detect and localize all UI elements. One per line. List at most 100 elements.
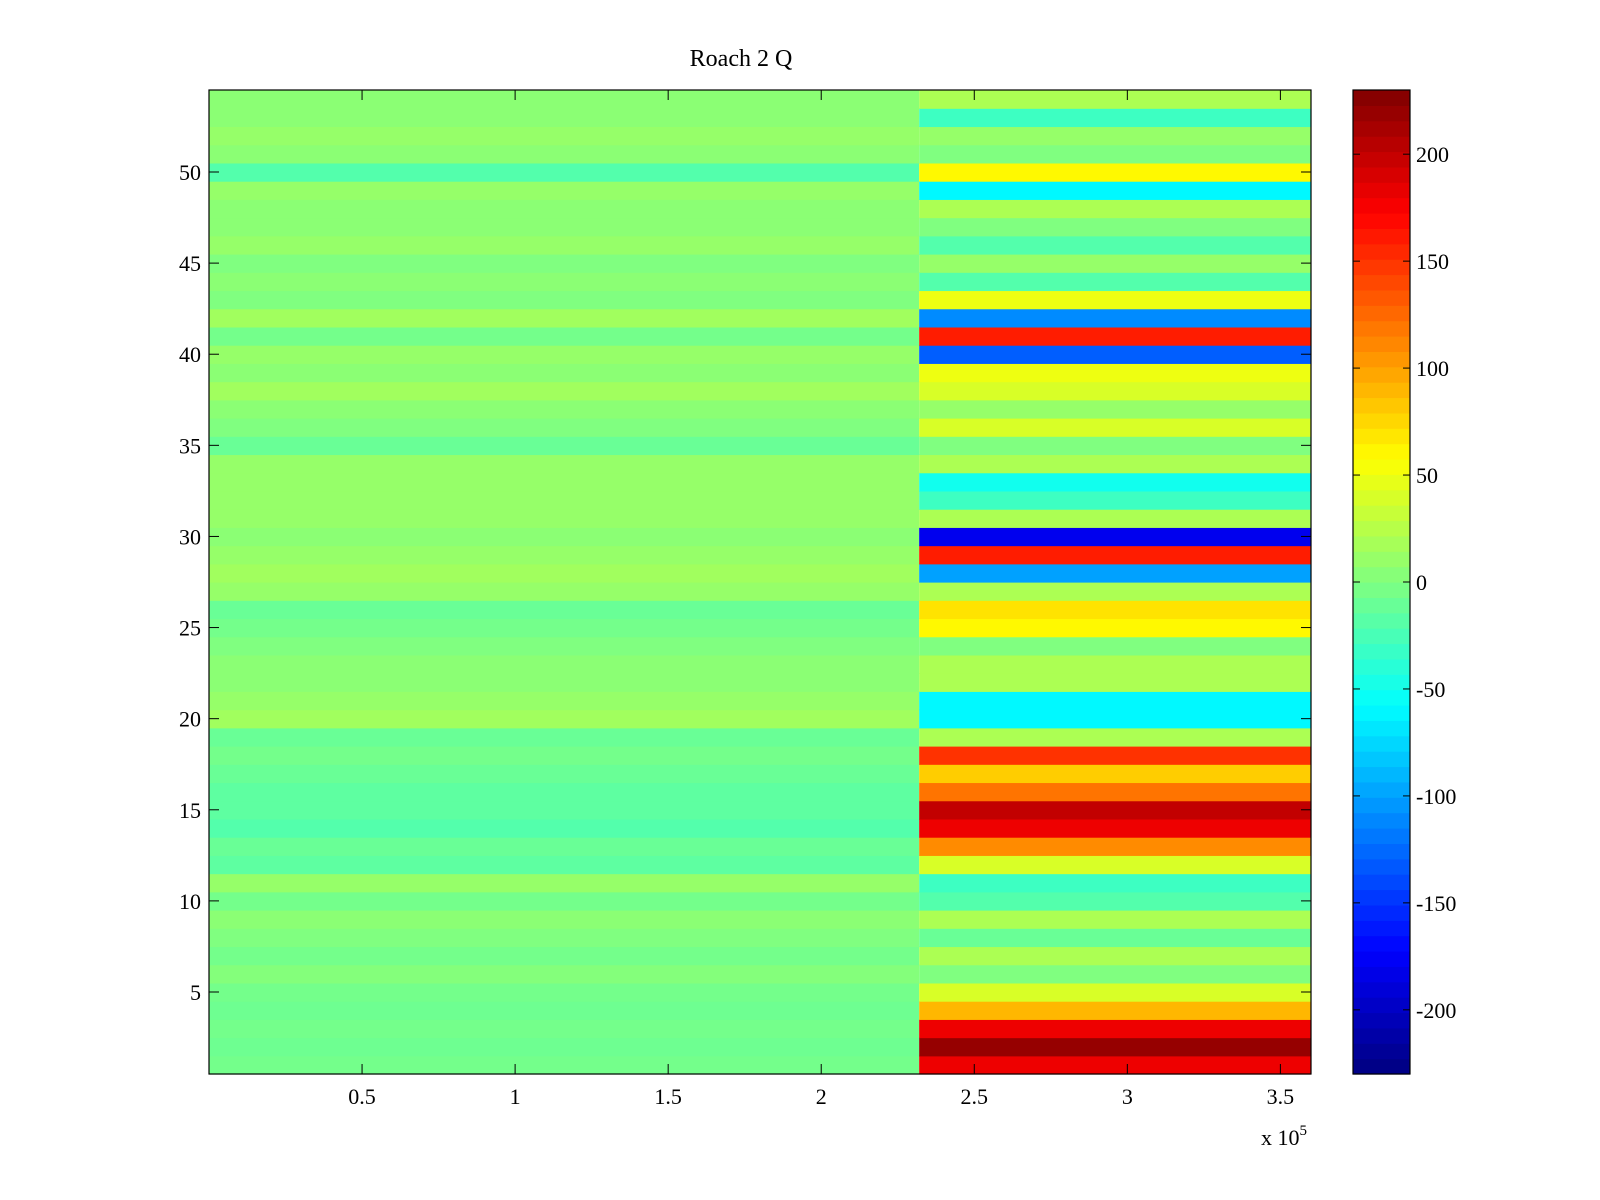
heatmap-cell: [919, 436, 1311, 456]
x-tick-label: 3.5: [1267, 1084, 1295, 1109]
heatmap-cell: [209, 873, 920, 893]
heatmap-cell: [919, 691, 1311, 711]
colorbar-step: [1353, 366, 1410, 383]
colorbar-step: [1353, 259, 1410, 276]
y-tick-label: 45: [179, 251, 201, 276]
colorbar-step: [1353, 305, 1410, 322]
heatmap-cell: [209, 126, 920, 146]
y-tick-label: 10: [179, 889, 201, 914]
heatmap-cell: [209, 199, 920, 219]
heatmap-cell: [209, 910, 920, 929]
colorbar-tick-label: -200: [1416, 998, 1456, 1023]
heatmap-cell: [209, 818, 920, 838]
heatmap-cell: [209, 326, 920, 346]
colorbar-step: [1353, 213, 1410, 229]
heatmap-cell: [919, 1019, 1311, 1039]
heatmap-cell: [209, 363, 920, 383]
heatmap-cell: [919, 381, 1311, 401]
colorbar-step: [1353, 858, 1410, 875]
heatmap-cell: [919, 709, 1311, 729]
heatmap-cell: [919, 600, 1311, 620]
y-axis: 5 10 15 20 25 30 35 40 45 50: [179, 160, 1311, 1005]
colorbar-step: [1353, 382, 1410, 399]
heatmap-cell: [209, 563, 920, 583]
heatmap-cell: [919, 855, 1311, 875]
heatmap-cell: [919, 509, 1311, 528]
heatmap-cell: [209, 837, 920, 856]
heatmap-cell: [209, 108, 920, 128]
heatmap-cell: [919, 782, 1311, 802]
heatmap-cell: [209, 144, 920, 164]
y-tick-label: 30: [179, 524, 201, 549]
colorbar-step: [1353, 1058, 1410, 1075]
plot-axes-box: [208, 89, 1312, 1075]
heatmap-cell: [919, 345, 1311, 364]
heatmap-cell: [919, 254, 1311, 273]
colorbar-step: [1353, 904, 1410, 921]
heatmap-cell: [919, 217, 1311, 237]
x-tick-label: 2: [816, 1084, 827, 1109]
colorbar-step: [1353, 720, 1410, 737]
heatmap-cell: [209, 946, 920, 966]
colorbar-step: [1353, 535, 1410, 552]
colorbar-step: [1353, 628, 1410, 645]
colorbar-step: [1353, 197, 1410, 214]
heatmap-cell: [919, 837, 1311, 856]
heatmap-cell: [919, 144, 1311, 164]
colorbar-step: [1353, 612, 1410, 629]
heatmap-cell: [919, 727, 1311, 747]
colorbar-step: [1353, 520, 1410, 537]
y-tick-label: 15: [179, 798, 201, 823]
heatmap-cell: [919, 1055, 1311, 1075]
heatmap-cell: [919, 618, 1311, 638]
heatmap-cell: [209, 782, 920, 802]
heatmap-cell: [209, 764, 920, 784]
heatmap-cell: [919, 1001, 1311, 1020]
heatmap-cell: [209, 381, 920, 401]
colorbar-step: [1353, 812, 1410, 829]
colorbar-step: [1353, 228, 1410, 245]
colorbar-step: [1353, 428, 1410, 445]
colorbar-tick-label: 200: [1416, 142, 1449, 167]
colorbar-tick-label: 100: [1416, 356, 1449, 381]
heatmap-cell: [209, 855, 920, 875]
heatmap-cell: [919, 162, 1311, 182]
colorbar-step: [1353, 105, 1410, 122]
heatmap-cell: [919, 545, 1311, 565]
colorbar-step: [1353, 397, 1410, 414]
heatmap-cell: [919, 764, 1311, 784]
heatmap-cell: [919, 673, 1311, 692]
colorbar-step: [1353, 489, 1410, 506]
x-axis: 0.5 1 1.5 2 2.5 3 3.5: [348, 90, 1294, 1109]
colorbar-step: [1353, 674, 1410, 691]
heatmap-cell: [919, 308, 1311, 328]
colorbar-step: [1353, 705, 1410, 721]
heatmap-cell: [209, 928, 920, 948]
heatmap-cell: [919, 873, 1311, 893]
colorbar-step: [1353, 1012, 1410, 1029]
heatmap-cell: [209, 162, 920, 182]
colorbar-step: [1353, 289, 1410, 306]
colorbar-step: [1353, 751, 1410, 768]
colorbar-step: [1353, 643, 1410, 660]
heatmap-cell: [209, 618, 920, 638]
heatmap-cell: [209, 436, 920, 456]
heatmap-cell: [209, 90, 920, 109]
y-tick-label: 35: [179, 433, 201, 458]
colorbar-step: [1353, 459, 1410, 475]
heatmap-cell: [919, 563, 1311, 583]
colorbar-tick-label: 0: [1416, 570, 1427, 595]
colorbar-step: [1353, 797, 1410, 814]
heatmap-cell: [919, 1037, 1311, 1057]
heatmap-cell: [209, 800, 920, 820]
heatmap-cell: [209, 982, 920, 1002]
heatmap-cell: [209, 509, 920, 528]
heatmap-cell: [919, 181, 1311, 200]
heatmap-plot: [209, 90, 1311, 1075]
heatmap-cell: [919, 982, 1311, 1002]
colorbar-step: [1353, 766, 1410, 783]
heatmap-cell: [209, 600, 920, 620]
colorbar-step: [1353, 551, 1410, 568]
heatmap-cell: [919, 527, 1311, 547]
heatmap-cell: [919, 582, 1311, 601]
